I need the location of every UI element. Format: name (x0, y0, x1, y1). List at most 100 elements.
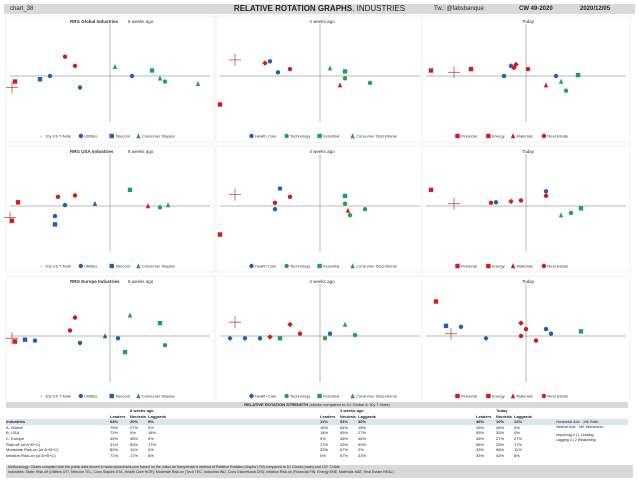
data-point (165, 202, 171, 208)
table-cell: 27% (496, 435, 505, 441)
data-point (145, 203, 151, 209)
table-cell: Laggards (148, 413, 167, 419)
data-point (287, 66, 293, 72)
legend-label: 10y US T-Note (45, 394, 72, 399)
legend-label: Industrial (323, 394, 339, 399)
data-point (367, 80, 373, 86)
legend-marker (350, 263, 355, 269)
panel-subtitle: 4 weeks ago (309, 149, 335, 154)
data-point (72, 63, 78, 69)
table-cell: 55% (476, 430, 485, 436)
rrg-panel: Today Financial Energy Materials Real Estate (421, 275, 631, 400)
legend-label: Technology (290, 264, 310, 269)
quadrant-lagging: Lagging 3 (556, 438, 572, 442)
data-point (37, 77, 43, 82)
legend-marker (486, 263, 491, 269)
data-point (72, 315, 78, 320)
data-point (443, 323, 449, 329)
legend-label: Utilities (84, 264, 97, 269)
data-point (508, 198, 514, 205)
data-point (511, 65, 517, 70)
legend-label: Utilities (84, 394, 97, 399)
table-cell: 64% (340, 424, 349, 430)
legend-marker (136, 133, 141, 139)
data-point (195, 81, 201, 87)
data-point (543, 193, 549, 199)
table-cell: 4 weeks ago (340, 408, 364, 413)
legend-label: Materials (517, 264, 533, 269)
table-cell: 33% (320, 447, 329, 453)
legend-marker (317, 263, 322, 269)
table-row: Industries 64% 20% 9% 11% 51% 30% 46% 10% 12% (6, 419, 628, 425)
panel-subtitle: 8 weeks ago (128, 19, 154, 24)
header-bar: chart_38 RELATIVE ROTATION GRAPHS. INDUS… (4, 4, 635, 14)
data-point (445, 327, 457, 340)
data-point (157, 205, 163, 210)
legend-marker (284, 263, 289, 269)
data-point (483, 335, 489, 341)
legend-marker (249, 263, 254, 269)
table-cell: 31% (110, 441, 119, 447)
table-cell: 33% (476, 447, 485, 453)
table-cell: 42% (496, 452, 505, 458)
legend-label: 10y US T-Note (45, 134, 72, 139)
data-point (518, 198, 524, 203)
table-cell: 0% (514, 424, 520, 430)
table-cell: Laggards (358, 413, 377, 419)
legend-label: Materials (517, 134, 533, 139)
data-point (6, 81, 18, 94)
data-point (242, 336, 248, 341)
data-point (448, 66, 460, 79)
legend-label: Health Care (255, 264, 277, 269)
data-point (287, 194, 293, 199)
legend-marker (284, 133, 289, 139)
table-cell: C. Europe (6, 435, 25, 441)
legend-label: Consumer Discretional (356, 264, 397, 269)
table-cell: 46% (476, 419, 485, 425)
panel-subtitle: 8 weeks ago (128, 279, 154, 284)
rrg-panel: Today Financial Energy Materials Real Estate (421, 145, 631, 273)
table-cell: Leaders (476, 413, 492, 419)
table-cell: 17% (320, 441, 329, 447)
legend-label: Industrial (323, 134, 339, 139)
table-cell: 45% (358, 435, 367, 441)
data-point (518, 333, 524, 339)
panel-subtitle: 4 weeks ago (309, 19, 335, 24)
legend-label: Energy (492, 264, 505, 269)
legend-label: Telecom (115, 134, 131, 139)
legend-label: Real Estate (547, 394, 568, 399)
legend-label: Consumer Discretional (356, 134, 397, 139)
data-point (162, 79, 168, 84)
data-point (102, 333, 108, 339)
data-point (217, 232, 223, 237)
data-point (347, 213, 353, 218)
table-cell: 9% (320, 435, 326, 441)
h-axis-label: Horizontal Axis (556, 420, 580, 424)
methodology-line-1: Methodology: Charts compiled with the pu… (8, 465, 340, 469)
table-cell: 11% (514, 447, 522, 453)
panel-title: RRG Europe Industries (70, 279, 120, 284)
table-cell: Industries (6, 419, 26, 425)
data-point (525, 66, 531, 72)
data-point (129, 73, 135, 79)
rrg-panel: 4 weeks ago Health Care Technology Industri… (215, 145, 425, 273)
table-cell: Moderate Risk-on (of A+B+C) (6, 447, 59, 453)
table-cell: 17% (514, 441, 523, 447)
legend-label: Financial (461, 264, 477, 269)
table-cell: 33% (358, 452, 367, 458)
table-cell: Leaders (320, 413, 336, 419)
legend-marker (78, 133, 84, 139)
panel-title: RRG USA Industries (70, 149, 114, 154)
legend-marker (486, 393, 491, 399)
data-point (342, 201, 348, 206)
data-point (277, 186, 283, 191)
legend-label: Health Care (255, 394, 277, 399)
data-point (563, 88, 569, 93)
data-point (448, 197, 460, 210)
table-cell: 0% (148, 447, 154, 453)
legend-label: Consumer Staples (142, 394, 175, 399)
data-point (428, 68, 434, 73)
data-point (229, 188, 241, 201)
data-point (272, 207, 278, 212)
table-cell: 11% (320, 419, 328, 425)
